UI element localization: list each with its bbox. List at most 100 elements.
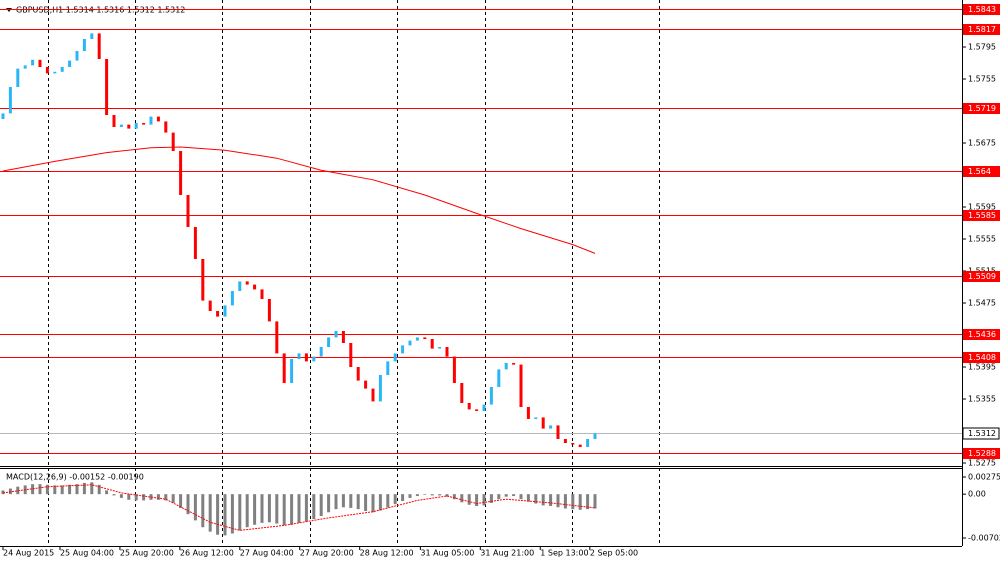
- y-tick-label: 1.5595: [968, 203, 996, 212]
- macd-bar: [186, 494, 190, 515]
- macd-bar: [489, 494, 493, 503]
- macd-bar: [563, 494, 567, 509]
- x-tick-label: 2 Sep 05:00: [590, 549, 638, 558]
- y-tick-label: 1.5675: [968, 139, 996, 148]
- macd-y-tick-label: 0.00: [968, 490, 986, 499]
- y-tick-label: 1.5275: [968, 459, 996, 468]
- macd-bar: [8, 488, 12, 495]
- macd-bar: [216, 494, 220, 535]
- macd-bar: [556, 494, 560, 508]
- candle-body: [60, 67, 64, 72]
- candle-body: [260, 289, 264, 299]
- macd-bar: [31, 484, 35, 495]
- candle-body: [519, 364, 523, 407]
- candle-body: [1, 113, 5, 119]
- candle-body: [349, 343, 353, 367]
- macd-bar: [223, 494, 227, 536]
- macd-bar: [519, 494, 523, 500]
- macd-bar: [90, 482, 94, 495]
- macd-y-tick-label: 0.00275: [968, 473, 1000, 482]
- macd-bar: [423, 494, 427, 495]
- macd-bar: [201, 494, 205, 528]
- macd-bar: [586, 494, 590, 510]
- candle-body: [452, 356, 456, 383]
- macd-bar: [504, 494, 508, 497]
- x-tick-label: 24 Aug 2015: [3, 549, 54, 558]
- level-label-box: [963, 103, 1000, 114]
- candle-body: [142, 123, 146, 125]
- macd-bar: [512, 494, 516, 497]
- x-tick-label: 31 Aug 05:00: [420, 549, 474, 558]
- candle-body: [90, 33, 94, 39]
- macd-bar: [319, 494, 323, 517]
- level-label-box: [963, 329, 1000, 340]
- candle-body: [341, 331, 345, 343]
- macd-bar: [260, 494, 264, 523]
- macd-bar: [75, 484, 79, 495]
- candle-body: [593, 433, 597, 439]
- candle-body: [571, 443, 575, 445]
- candle-body: [393, 353, 397, 362]
- y-tick-label: 1.5355: [968, 395, 996, 404]
- macd-bar: [327, 494, 331, 513]
- x-tick-label: 28 Aug 12:00: [360, 549, 414, 558]
- candle-body: [489, 387, 493, 405]
- candle-body: [186, 195, 190, 227]
- macd-bar: [526, 494, 530, 502]
- x-tick-label: 1 Sep 13:00: [540, 549, 588, 558]
- candle-body: [378, 375, 382, 402]
- macd-bar: [349, 494, 353, 508]
- candle-body: [68, 60, 72, 67]
- candle-body: [31, 59, 35, 66]
- macd-bar: [445, 494, 449, 497]
- macd-bar: [297, 494, 301, 523]
- moving-average: [2, 146, 596, 254]
- macd-bar: [60, 485, 64, 495]
- candle-body: [112, 115, 116, 127]
- level-label-box: [963, 271, 1000, 282]
- macd-bar: [149, 494, 153, 500]
- level-label: 1.5408: [968, 353, 996, 362]
- candle-body: [467, 403, 471, 410]
- macd-bar: [290, 494, 294, 525]
- level-label: 1.5509: [968, 272, 996, 281]
- macd-bar: [467, 494, 471, 505]
- macd-bar: [356, 494, 360, 510]
- macd-bar: [482, 494, 486, 506]
- macd-bar: [119, 494, 123, 498]
- candle-body: [578, 444, 582, 447]
- candle-body: [275, 321, 279, 354]
- macd-bar: [275, 494, 279, 524]
- macd-bar: [430, 494, 434, 496]
- candle-body: [312, 356, 316, 362]
- macd-bar: [105, 490, 109, 495]
- macd-bar: [82, 482, 86, 495]
- candle-body: [541, 417, 545, 429]
- candle-body: [134, 123, 138, 129]
- candle-body: [526, 407, 530, 419]
- candle-body: [201, 259, 205, 301]
- candle-body: [290, 359, 294, 383]
- candle-body: [82, 39, 86, 51]
- macd-bar: [541, 494, 545, 506]
- level-label: 1.5843: [968, 5, 996, 14]
- macd-bar: [460, 494, 464, 503]
- candle-body: [149, 116, 153, 125]
- candle-body: [119, 124, 123, 127]
- macd-bar: [1, 490, 5, 495]
- macd-bar: [386, 494, 390, 508]
- candle-body: [445, 347, 449, 357]
- macd-bar: [438, 494, 442, 496]
- candle-body: [75, 51, 79, 61]
- macd-bar: [134, 494, 138, 501]
- macd-bar: [230, 494, 234, 534]
- candle-body: [253, 284, 257, 290]
- candle-body: [408, 340, 412, 346]
- candle-body: [356, 367, 360, 381]
- candle-body: [319, 347, 323, 357]
- macd-bar: [341, 494, 345, 508]
- candle-body: [371, 388, 375, 402]
